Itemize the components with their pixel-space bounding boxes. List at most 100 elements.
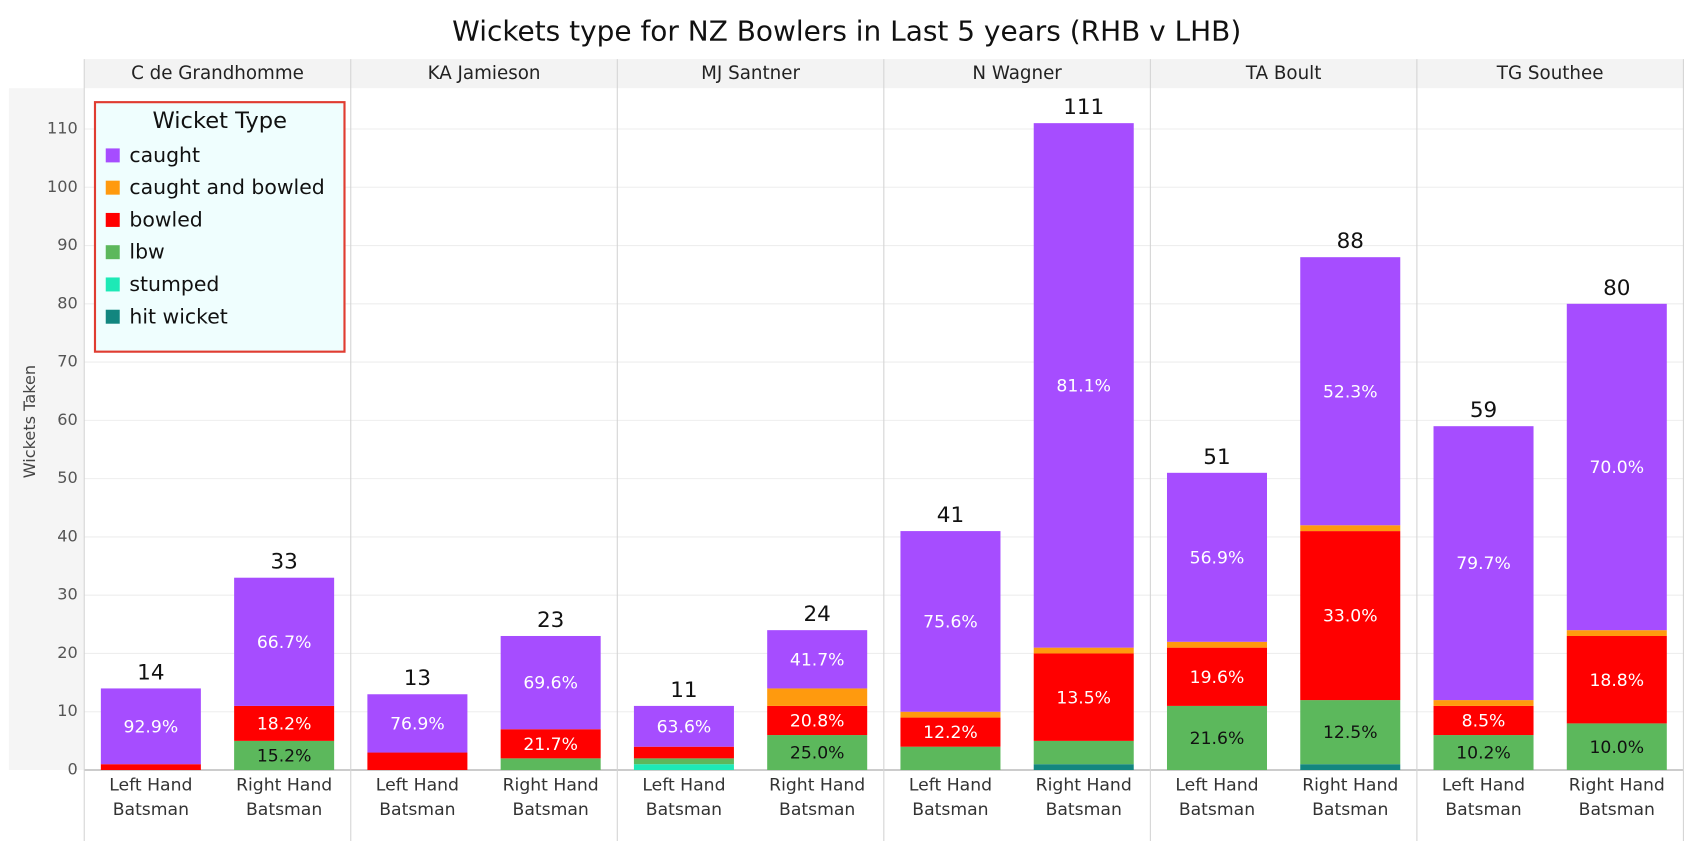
y-tick-label: 60 <box>57 410 78 429</box>
x-tick-label-box: Left Hand Batsman <box>109 774 193 820</box>
x-tick-label: Right Hand Batsman <box>1568 774 1665 820</box>
bar-segment <box>633 764 734 771</box>
value-label: 33.0% <box>1323 607 1378 627</box>
y-tick-label: 110 <box>47 118 78 137</box>
bar-segment <box>1566 630 1667 636</box>
x-tick-label: Left Hand Batsman <box>375 774 459 820</box>
y-tick-label: 40 <box>57 526 78 545</box>
legend-label: caught <box>129 143 200 167</box>
legend-label: caught and bowled <box>129 175 324 199</box>
bar-segment <box>767 630 868 689</box>
y-tick-label: 0 <box>68 760 78 779</box>
bar-segment <box>1166 647 1268 706</box>
x-tick-label: Right Hand Batsman <box>502 774 599 820</box>
total-label: 24 <box>804 602 831 627</box>
y-axis-pane <box>8 88 85 771</box>
legend-box <box>93 101 346 353</box>
value-label: 56.9% <box>1190 548 1245 568</box>
value-label: 76.9% <box>390 714 445 734</box>
bar-segment <box>1166 641 1268 648</box>
bar-segment <box>1433 705 1534 736</box>
y-tick-label: 20 <box>57 643 78 662</box>
bar-segment <box>500 635 601 730</box>
legend-swatch <box>105 212 120 227</box>
labels: 92.9% 14 15.2% 18.2% 66.7% 33 76.9% 13 21.7% 69.6… <box>124 95 1645 766</box>
bar-segment <box>767 705 868 736</box>
bar-segment <box>1033 123 1134 648</box>
x-tick-label: Left Hand Batsman <box>908 774 993 820</box>
bar-segment <box>767 735 868 771</box>
value-label: 52.3% <box>1323 382 1378 402</box>
total-label: 80 <box>1603 276 1630 301</box>
bar-segment <box>1033 647 1134 654</box>
x-tick-label: Left Hand Batsman <box>1441 774 1526 820</box>
bar-segment <box>1300 531 1401 701</box>
bar-segment <box>100 688 201 765</box>
bar-segment <box>767 688 868 706</box>
legend-swatch <box>105 309 120 324</box>
bar-segment <box>1166 705 1268 771</box>
y-tick-label: 100 <box>47 177 78 196</box>
legend-swatch <box>105 148 120 163</box>
facet-label: TA Boult <box>1245 63 1322 84</box>
total-label: 88 <box>1337 229 1364 254</box>
facet-label: TG Southee <box>1496 63 1604 84</box>
value-label: 15.2% <box>257 747 312 767</box>
facet-label: KA Jamieson <box>428 63 541 84</box>
value-label: 25.0% <box>790 744 845 764</box>
bars <box>100 123 1667 771</box>
total-label: 51 <box>1203 445 1230 470</box>
value-label: 41.7% <box>790 650 845 670</box>
value-label: 92.9% <box>124 717 179 737</box>
bar-segment <box>1033 764 1134 771</box>
facet-label: C de Grandhomme <box>131 63 304 84</box>
x-tick-label-box: Left Hand Batsman <box>375 774 459 820</box>
bar-segment <box>900 746 1001 771</box>
total-label: 111 <box>1063 95 1104 120</box>
x-tick-label-box: Left Hand Batsman <box>642 774 726 820</box>
legend-swatch <box>105 180 120 195</box>
bar-segment <box>1433 426 1534 701</box>
bar-segment <box>234 577 335 706</box>
x-tick-label: Right Hand Batsman <box>236 774 333 820</box>
x-tick-label: Left Hand Batsman <box>1175 774 1259 820</box>
value-label: 69.6% <box>523 674 578 694</box>
value-label: 12.5% <box>1323 723 1378 743</box>
legend-label: bowled <box>129 207 202 231</box>
bar-segment <box>1033 653 1134 741</box>
value-label: 18.8% <box>1589 671 1644 691</box>
bar-segment <box>900 531 1001 712</box>
bar-segment <box>367 752 468 771</box>
x-tick-label-box: Right Hand Batsman <box>1302 774 1399 820</box>
x-tick-label-box: Right Hand Batsman <box>769 774 865 819</box>
bar-segment <box>1300 525 1401 532</box>
value-label: 10.0% <box>1589 738 1644 758</box>
y-tick-label: 10 <box>57 701 78 720</box>
x-tick-label-box: Left Hand Batsman <box>1175 774 1259 820</box>
total-label: 11 <box>670 678 697 703</box>
value-label: 79.7% <box>1456 554 1511 574</box>
bar-segment <box>1166 472 1268 642</box>
legend-swatch <box>105 277 120 292</box>
value-label: 21.7% <box>523 735 578 755</box>
legend-title: Wicket Type <box>152 108 287 134</box>
x-tick-label: Right Hand Batsman <box>1302 774 1399 820</box>
total-label: 14 <box>137 660 164 685</box>
y-tick-label: 30 <box>57 585 78 604</box>
chart-title: Wickets type for NZ Bowlers in Last 5 ye… <box>452 14 1241 47</box>
x-tick-label: Left Hand Batsman <box>642 774 726 820</box>
bar-segment <box>1433 700 1534 706</box>
facet-label: N Wagner <box>972 63 1062 84</box>
bar-segment <box>1300 700 1401 765</box>
bar-segment <box>234 740 335 771</box>
x-tick-label-box: Right Hand Batsman <box>236 774 333 820</box>
legend-swatch <box>105 245 120 260</box>
legend-label: hit wicket <box>129 304 227 328</box>
x-tick-label: Left Hand Batsman <box>109 774 193 820</box>
bar-segment <box>900 717 1001 747</box>
legend-label: stumped <box>129 272 219 296</box>
bar-segment <box>1300 257 1401 526</box>
bar-segment <box>1566 723 1667 771</box>
bar-segment <box>500 758 601 771</box>
